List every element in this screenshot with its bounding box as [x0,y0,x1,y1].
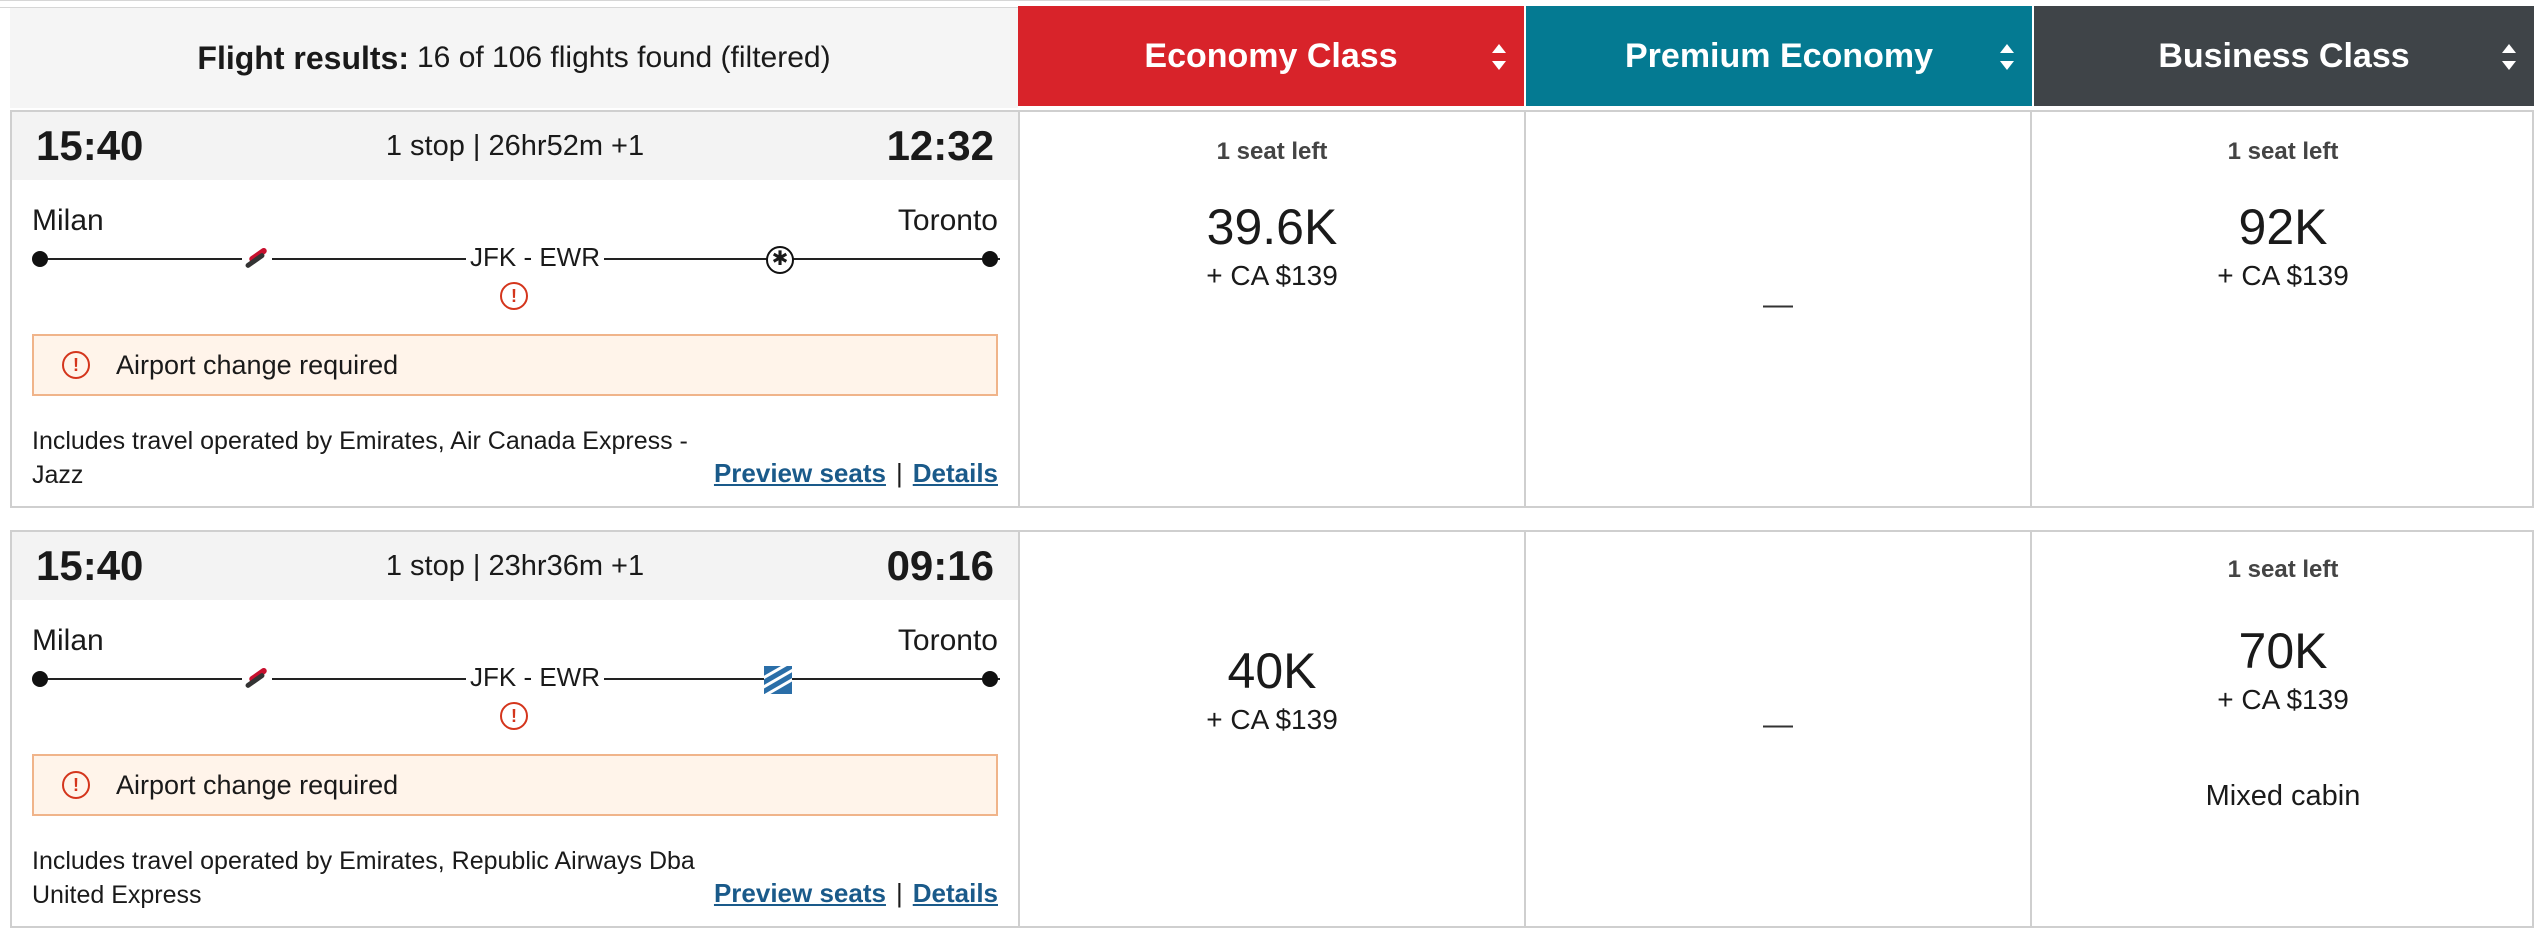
economy-fare-cell[interactable]: 1 seat left 39.6K + CA $139 [1020,112,1526,506]
link-separator: | [895,458,903,488]
destination-dot [982,251,998,267]
departure-time: 15:40 [36,542,144,589]
seats-left: 1 seat left [2227,138,2339,165]
seats-left: 1 seat left [2227,556,2339,583]
alert-text: Airport change required [116,769,399,800]
destination-city: Toronto [897,624,998,657]
economy-class-label: Economy Class [1144,36,1398,75]
warning-icon: ! [62,771,90,799]
sort-icon [2000,44,2014,70]
link-separator: | [895,878,903,908]
results-label: Flight results: [197,39,409,76]
fare-points: 40K [1227,643,1317,699]
fare-fee: + CA $139 [2217,260,2349,291]
arrival-time: 12:32 [886,122,994,169]
seats-left: 1 seat left [1216,138,1328,165]
warning-icon: ! [62,351,90,379]
preview-seats-link[interactable]: Preview seats [713,878,886,908]
flight-time-bar: 15:40 1 stop | 23hr36m +1 09:16 [12,532,1018,600]
origin-city: Milan [32,204,104,237]
emirates-logo-icon [242,666,272,692]
premium-fare-cell: — [1526,532,2032,926]
premium-fare-cell: — [1526,112,2032,506]
arrival-time: 09:16 [886,542,994,589]
airport-change-alert: ! Airport change required [32,334,998,396]
united-logo-icon [764,666,792,694]
flight-row: 15:40 1 stop | 23hr36m +1 09:16 Milan To… [10,530,2534,928]
air-canada-logo-icon: ✱ [766,246,794,274]
flight-summary: 15:40 1 stop | 26hr52m +1 12:32 Milan To… [12,112,1020,506]
sort-icon [1492,44,1506,70]
business-fare-cell[interactable]: 1 seat left 92K + CA $139 [2032,112,2534,506]
fare-fee: + CA $139 [1206,704,1338,735]
origin-dot [32,251,48,267]
emirates-logo-icon [242,246,272,272]
flight-links: Preview seats | Details [714,878,998,909]
stops-duration: 1 stop | 26hr52m +1 [385,130,645,162]
results-summary: Flight results: 16 of 106 flights found … [10,8,1018,108]
flight-links: Preview seats | Details [714,458,998,489]
premium-economy-header[interactable]: Premium Economy [1526,6,2032,106]
connection-airports: JFK - EWR [466,242,604,273]
origin-city: Milan [32,624,104,657]
business-class-header[interactable]: Business Class [2034,6,2534,106]
warning-icon: ! [500,702,528,730]
operated-by: Includes travel operated by Emirates, Re… [32,847,695,909]
operated-by: Includes travel operated by Emirates, Ai… [32,427,688,489]
preview-seats-link[interactable]: Preview seats [713,458,886,488]
alert-text: Airport change required [116,349,399,380]
economy-class-header[interactable]: Economy Class [1018,6,1524,106]
fare-fee: + CA $139 [1206,260,1338,291]
stops-duration: 1 stop | 23hr36m +1 [385,550,645,582]
airport-change-alert: ! Airport change required [32,754,998,816]
results-count: 16 of 106 flights found (filtered) [416,41,831,74]
fare-points: 39.6K [1206,199,1338,255]
fare-points: 92K [2238,199,2328,255]
sort-icon [2502,44,2516,70]
top-border [0,0,1330,8]
details-link[interactable]: Details [912,878,998,908]
not-available: — [1763,708,1793,741]
destination-city: Toronto [897,204,998,237]
warning-icon: ! [500,282,528,310]
connection-airports: JFK - EWR [466,662,604,693]
fare-fee: + CA $139 [2217,684,2349,715]
flight-row: 15:40 1 stop | 26hr52m +1 12:32 Milan To… [10,110,2534,508]
flight-summary: 15:40 1 stop | 23hr36m +1 09:16 Milan To… [12,532,1020,926]
destination-dot [982,671,998,687]
premium-economy-label: Premium Economy [1625,36,1933,75]
departure-time: 15:40 [36,122,144,169]
mixed-cabin-note: Mixed cabin [2205,780,2361,812]
details-link[interactable]: Details [912,458,998,488]
business-fare-cell[interactable]: 1 seat left 70K + CA $139 Mixed cabin [2032,532,2534,926]
fare-points: 70K [2238,623,2328,679]
origin-dot [32,671,48,687]
not-available: — [1763,288,1793,321]
economy-fare-cell[interactable]: 40K + CA $139 [1020,532,1526,926]
business-class-label: Business Class [2158,36,2410,75]
flight-time-bar: 15:40 1 stop | 26hr52m +1 12:32 [12,112,1018,180]
